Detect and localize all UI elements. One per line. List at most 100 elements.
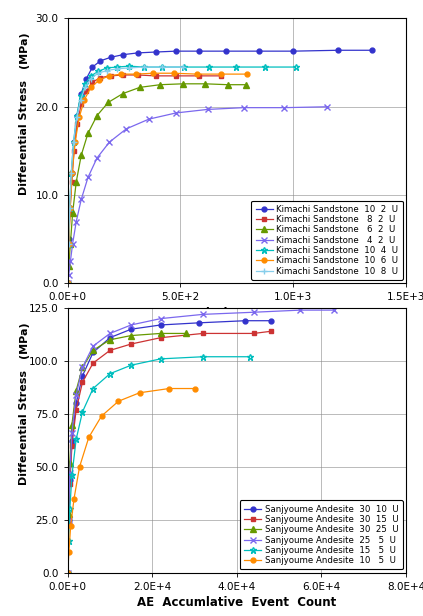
Kimachi Sandstone   8  2  U [108,72,113,79]
Kimachi Sandstone  10  2  U [90,63,95,71]
Kimachi Sandstone  10  6  U [219,70,224,78]
Kimachi Sandstone  10  6  U [171,70,176,77]
Kimachi Sandstone  10  4  U [65,280,70,287]
Kimachi Sandstone  10  8  U [180,63,185,71]
Kimachi Sandstone  10  4  U [69,169,74,177]
Kimachi Sandstone  10  6  U [96,76,102,84]
Kimachi Sandstone  10  8  U [65,280,70,287]
Line: Kimachi Sandstone  10  4  U: Kimachi Sandstone 10 4 U [64,63,299,287]
Sanjyoume Andesite  25   5  U [66,516,71,524]
Kimachi Sandstone   8  2  U [71,147,77,155]
Kimachi Sandstone  10  4  U [104,64,109,71]
Kimachi Sandstone  10  4  U [181,63,187,71]
Kimachi Sandstone  10  2  U [98,57,103,65]
Kimachi Sandstone  10  4  U [233,63,238,71]
Kimachi Sandstone  10  6  U [133,70,138,78]
Sanjyoume Andesite  30  10  U [91,349,96,356]
Kimachi Sandstone  10  8  U [160,63,165,71]
Kimachi Sandstone   8  2  U [79,100,84,108]
Kimachi Sandstone   6  2  U [243,81,248,89]
Sanjyoume Andesite  10   5  U [99,412,104,419]
Kimachi Sandstone  10  4  U [263,63,268,71]
Sanjyoume Andesite  25   5  U [107,330,113,337]
Kimachi Sandstone   4  2  U [205,106,210,113]
Line: Kimachi Sandstone  10  2  U: Kimachi Sandstone 10 2 U [65,48,375,286]
Kimachi Sandstone   4  2  U [282,104,287,111]
Sanjyoume Andesite  15   5  U [247,353,252,360]
Line: Kimachi Sandstone   4  2  U: Kimachi Sandstone 4 2 U [65,103,330,286]
Kimachi Sandstone   4  2  U [107,139,112,146]
Kimachi Sandstone  10  4  U [66,240,71,247]
Kimachi Sandstone   6  2  U [70,209,75,216]
Sanjyoume Andesite  15   5  U [91,385,96,392]
Kimachi Sandstone  10  6  U [68,205,73,212]
Sanjyoume Andesite  10   5  U [192,385,197,392]
Kimachi Sandstone  10  2  U [223,47,228,55]
Kimachi Sandstone   6  2  U [203,80,208,87]
Sanjyoume Andesite  15   5  U [129,362,134,369]
Sanjyoume Andesite  30  10  U [80,372,85,379]
Sanjyoume Andesite  15   5  U [69,472,74,479]
Kimachi Sandstone  10  2  U [121,51,126,59]
Kimachi Sandstone  10  2  U [79,90,84,97]
Kimachi Sandstone  10  8  U [83,84,88,91]
Kimachi Sandstone  10  6  U [88,84,93,91]
Sanjyoume Andesite  30  10  U [268,317,273,325]
Line: Kimachi Sandstone  10  8  U: Kimachi Sandstone 10 8 U [64,63,186,287]
Sanjyoume Andesite  30  25  U [74,387,79,394]
Kimachi Sandstone  10  6  U [82,96,87,103]
Kimachi Sandstone   8  2  U [98,74,103,81]
Line: Kimachi Sandstone   6  2  U: Kimachi Sandstone 6 2 U [65,81,249,286]
Kimachi Sandstone  10  2  U [291,47,296,55]
Kimachi Sandstone   8  2  U [196,72,201,79]
Text: Differential Stress: Differential Stress [19,370,29,485]
Kimachi Sandstone   4  2  U [324,103,330,110]
Kimachi Sandstone  10  2  U [71,139,77,146]
Kimachi Sandstone   4  2  U [85,174,91,181]
Sanjyoume Andesite  30  15  U [91,359,96,367]
Kimachi Sandstone   6  2  U [137,84,143,91]
Kimachi Sandstone   8  2  U [219,72,224,79]
Kimachi Sandstone  10  2  U [108,54,113,61]
Kimachi Sandstone  10  8  U [67,205,72,212]
Kimachi Sandstone  10  8  U [142,63,147,71]
Sanjyoume Andesite  15   5  U [201,353,206,360]
Kimachi Sandstone  10  8  U [96,70,101,77]
Kimachi Sandstone  10  2  U [370,47,375,54]
Kimachi Sandstone  10  2  U [67,205,72,212]
Sanjyoume Andesite  25   5  U [65,569,70,577]
Kimachi Sandstone  10  4  U [293,63,298,71]
Kimachi Sandstone   6  2  U [106,99,111,106]
Kimachi Sandstone   6  2  U [180,80,185,87]
Kimachi Sandstone  10  6  U [70,169,75,177]
Kimachi Sandstone  10  6  U [66,240,71,247]
Kimachi Sandstone   6  2  U [79,152,84,159]
Kimachi Sandstone  10  4  U [67,205,72,212]
Sanjyoume Andesite  30  25  U [129,332,134,339]
Kimachi Sandstone  10  6  U [77,114,82,121]
Kimachi Sandstone  10  2  U [196,47,201,55]
Kimachi Sandstone   4  2  U [66,271,71,278]
Sanjyoume Andesite  30  15  U [251,330,256,337]
Sanjyoume Andesite  25   5  U [201,310,206,318]
Kimachi Sandstone   8  2  U [173,72,179,79]
Sanjyoume Andesite  10   5  U [167,385,172,392]
Kimachi Sandstone  10  2  U [69,169,74,177]
X-axis label: AE  Accumlative  Event  Count: AE Accumlative Event Count [137,596,337,609]
Sanjyoume Andesite  30  10  U [107,334,113,341]
Kimachi Sandstone  10  6  U [65,280,70,287]
Kimachi Sandstone  10  6  U [118,70,124,78]
Sanjyoume Andesite  10   5  U [71,495,77,503]
Sanjyoume Andesite  25   5  U [332,306,337,314]
Kimachi Sandstone  10  4  U [126,62,132,70]
Sanjyoume Andesite  30  10  U [65,569,70,577]
Sanjyoume Andesite  25   5  U [69,429,74,437]
Kimachi Sandstone   8  2  U [65,280,70,287]
Sanjyoume Andesite  30  25  U [67,459,72,466]
Kimachi Sandstone   4  2  U [124,125,129,132]
Kimachi Sandstone   6  2  U [85,129,91,137]
Sanjyoume Andesite  15   5  U [80,408,85,416]
Legend: Sanjyoume Andesite  30  10  U, Sanjyoume Andesite  30  15  U, Sanjyoume Andesite: Sanjyoume Andesite 30 10 U, Sanjyoume An… [239,500,403,569]
Kimachi Sandstone   8  2  U [66,240,71,247]
Sanjyoume Andesite  10   5  U [77,463,82,471]
